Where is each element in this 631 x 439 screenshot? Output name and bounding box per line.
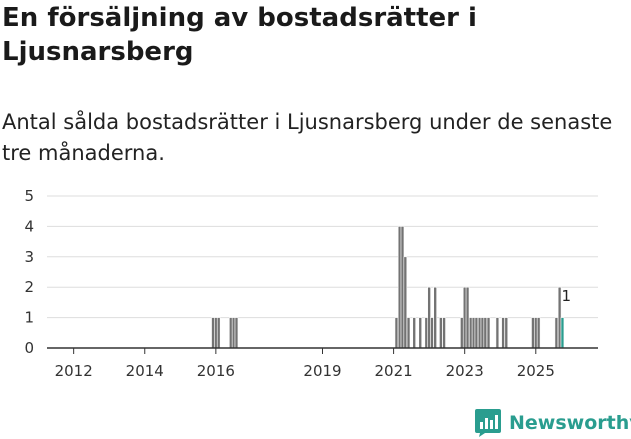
- bar: [412, 317, 416, 349]
- x-tick-label: 2016: [197, 362, 235, 380]
- chart-subtitle: Antal sålda bostadsrätter i Ljusnarsberg…: [2, 110, 613, 165]
- y-tick-label: 0: [24, 339, 34, 357]
- bar: [480, 317, 485, 349]
- bar: [430, 317, 434, 349]
- x-tick-label: 2025: [517, 362, 555, 380]
- bar: [231, 317, 236, 349]
- bar: [486, 317, 491, 349]
- bars: [211, 226, 565, 349]
- x-tick-label: 2023: [446, 362, 484, 380]
- x-tick-label: 2012: [55, 362, 93, 380]
- bar: [536, 317, 541, 349]
- bar: [460, 317, 464, 349]
- bar: [397, 226, 402, 349]
- bar: [418, 317, 423, 349]
- bar: [474, 317, 479, 349]
- chart-title: En försäljning av bostadsrätter i Ljusna…: [2, 3, 477, 67]
- bar: [531, 317, 535, 349]
- bar: [495, 317, 500, 349]
- y-tick-label: 1: [24, 309, 34, 327]
- bar: [483, 317, 488, 349]
- bar: [403, 256, 408, 349]
- bar: [406, 317, 411, 349]
- data-label: 1: [562, 287, 572, 305]
- bar: [534, 317, 538, 349]
- x-tick-label: 2014: [126, 362, 164, 380]
- bar: [465, 286, 470, 349]
- bar: [439, 317, 443, 349]
- grid-lines: [47, 195, 598, 319]
- bar-highlighted: [560, 317, 565, 349]
- bar: [424, 317, 429, 349]
- bar: [211, 317, 215, 349]
- x-tick-label: 2021: [375, 362, 413, 380]
- bar-chart-logo-icon: [475, 409, 501, 437]
- bar: [214, 317, 218, 349]
- x-tick-label: 2019: [303, 362, 341, 380]
- bar: [462, 286, 467, 349]
- bar: [433, 286, 437, 349]
- axes: 0 1 2 3 4 5 2012 2014 2016 2019 2021 2023 2025: [24, 187, 598, 380]
- bar: [394, 317, 399, 349]
- y-tick-label: 2: [24, 278, 34, 296]
- bar: [216, 317, 221, 349]
- bar: [501, 317, 505, 349]
- bar-chart: 0 1 2 3 4 5 2012 2014 2016 2019 2021 2023 2025 1: [24, 187, 598, 380]
- bar: [442, 317, 446, 349]
- data-labels: 1: [560, 286, 573, 307]
- bar: [400, 226, 405, 349]
- y-tick-label: 3: [24, 248, 34, 266]
- bar: [229, 317, 233, 349]
- y-tick-label: 4: [24, 217, 34, 235]
- bar: [477, 317, 482, 349]
- bar: [468, 317, 473, 349]
- y-tick-label: 5: [24, 187, 34, 205]
- brand-logo[interactable]: Newsworthy: [475, 408, 631, 438]
- bar: [554, 317, 559, 349]
- bar: [427, 286, 431, 349]
- bar: [504, 317, 509, 349]
- bar: [471, 317, 476, 349]
- brand-name: Newsworthy: [509, 412, 631, 434]
- bar: [234, 317, 239, 349]
